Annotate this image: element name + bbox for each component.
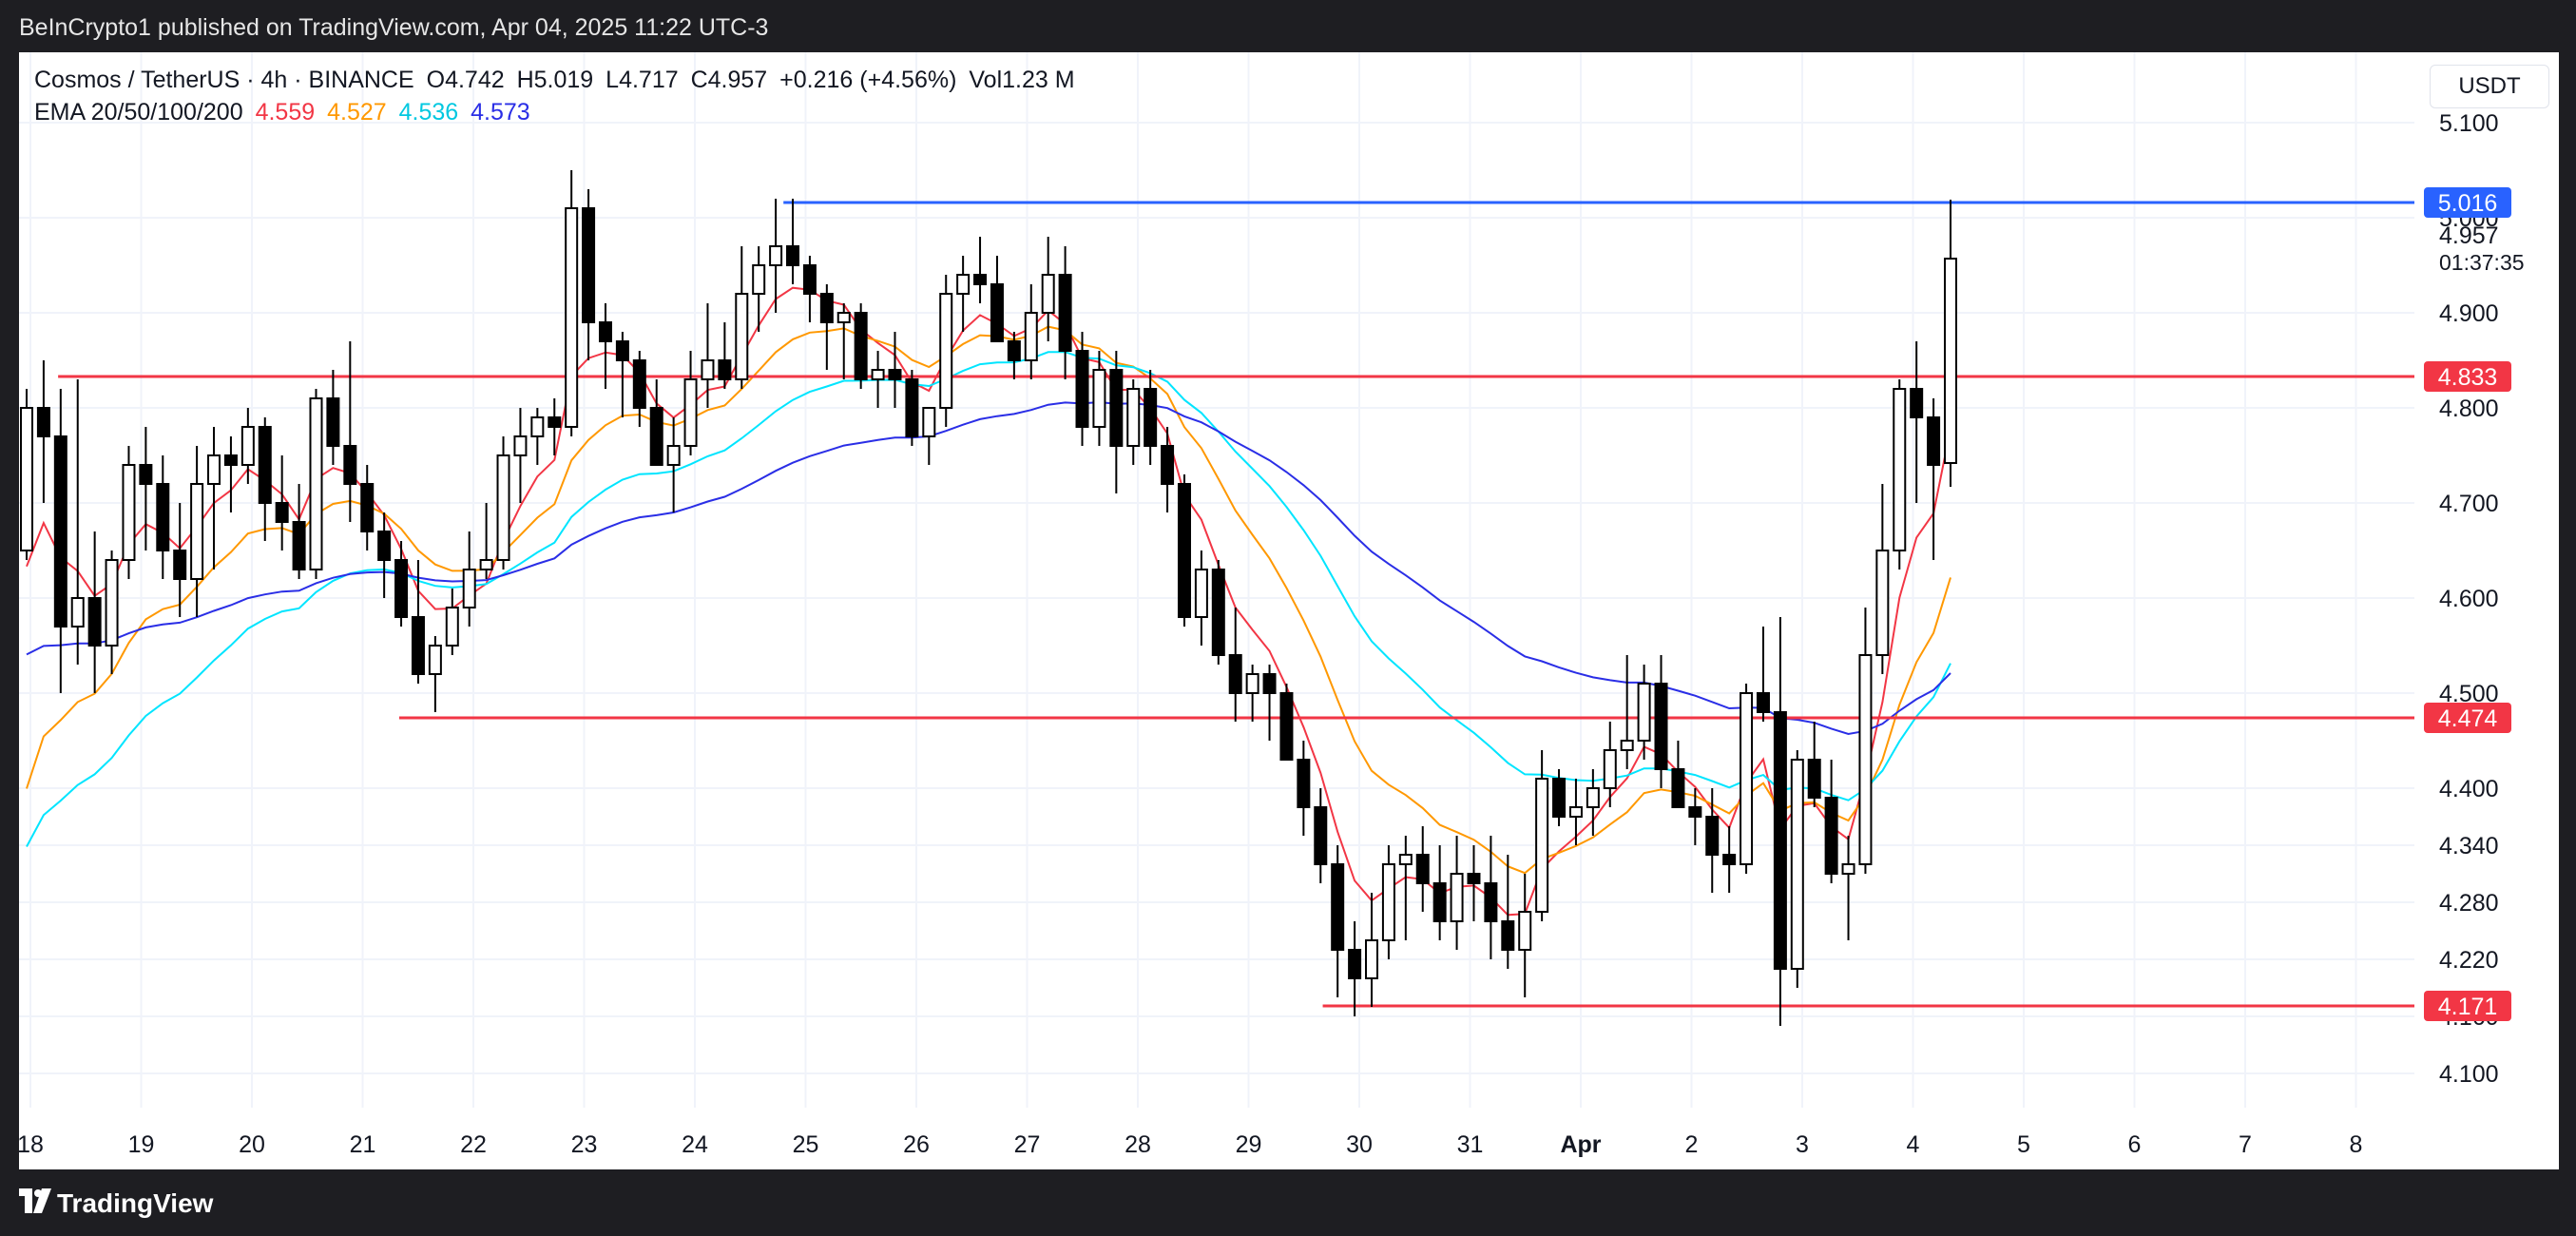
volume-value: Vol1.23 M <box>969 67 1075 93</box>
ema20-value: 4.559 <box>255 99 316 126</box>
ema-label[interactable]: EMA 20/50/100/200 <box>34 99 243 126</box>
ohlc-low: L4.717 <box>606 67 679 93</box>
symbol-legend: Cosmos / TetherUS · 4h · BINANCE O4.742 … <box>34 67 1081 94</box>
publisher-bar: BeInCrypto1 published on TradingView.com… <box>0 0 2576 52</box>
symbol-name[interactable]: Cosmos / TetherUS · 4h · BINANCE <box>34 67 414 93</box>
tradingview-logo-icon <box>19 1188 51 1213</box>
footer-bar: TradingView <box>0 1169 2576 1236</box>
ema-legend: EMA 20/50/100/200 4.559 4.527 4.536 4.57… <box>34 99 536 126</box>
ohlc-high: H5.019 <box>516 67 594 93</box>
currency-button[interactable]: USDT <box>2430 65 2549 108</box>
ohlc-close: C4.957 <box>690 67 768 93</box>
publisher-text: BeInCrypto1 published on TradingView.com… <box>19 14 769 41</box>
ohlc-open: O4.742 <box>426 67 505 93</box>
ema100-value: 4.536 <box>398 99 459 126</box>
footer-brand: TradingView <box>57 1188 214 1218</box>
ema50-value: 4.527 <box>327 99 387 126</box>
chart-panel[interactable] <box>19 52 2559 1169</box>
price-change: +0.216 (+4.56%) <box>779 67 957 93</box>
ema200-value: 4.573 <box>471 99 530 126</box>
